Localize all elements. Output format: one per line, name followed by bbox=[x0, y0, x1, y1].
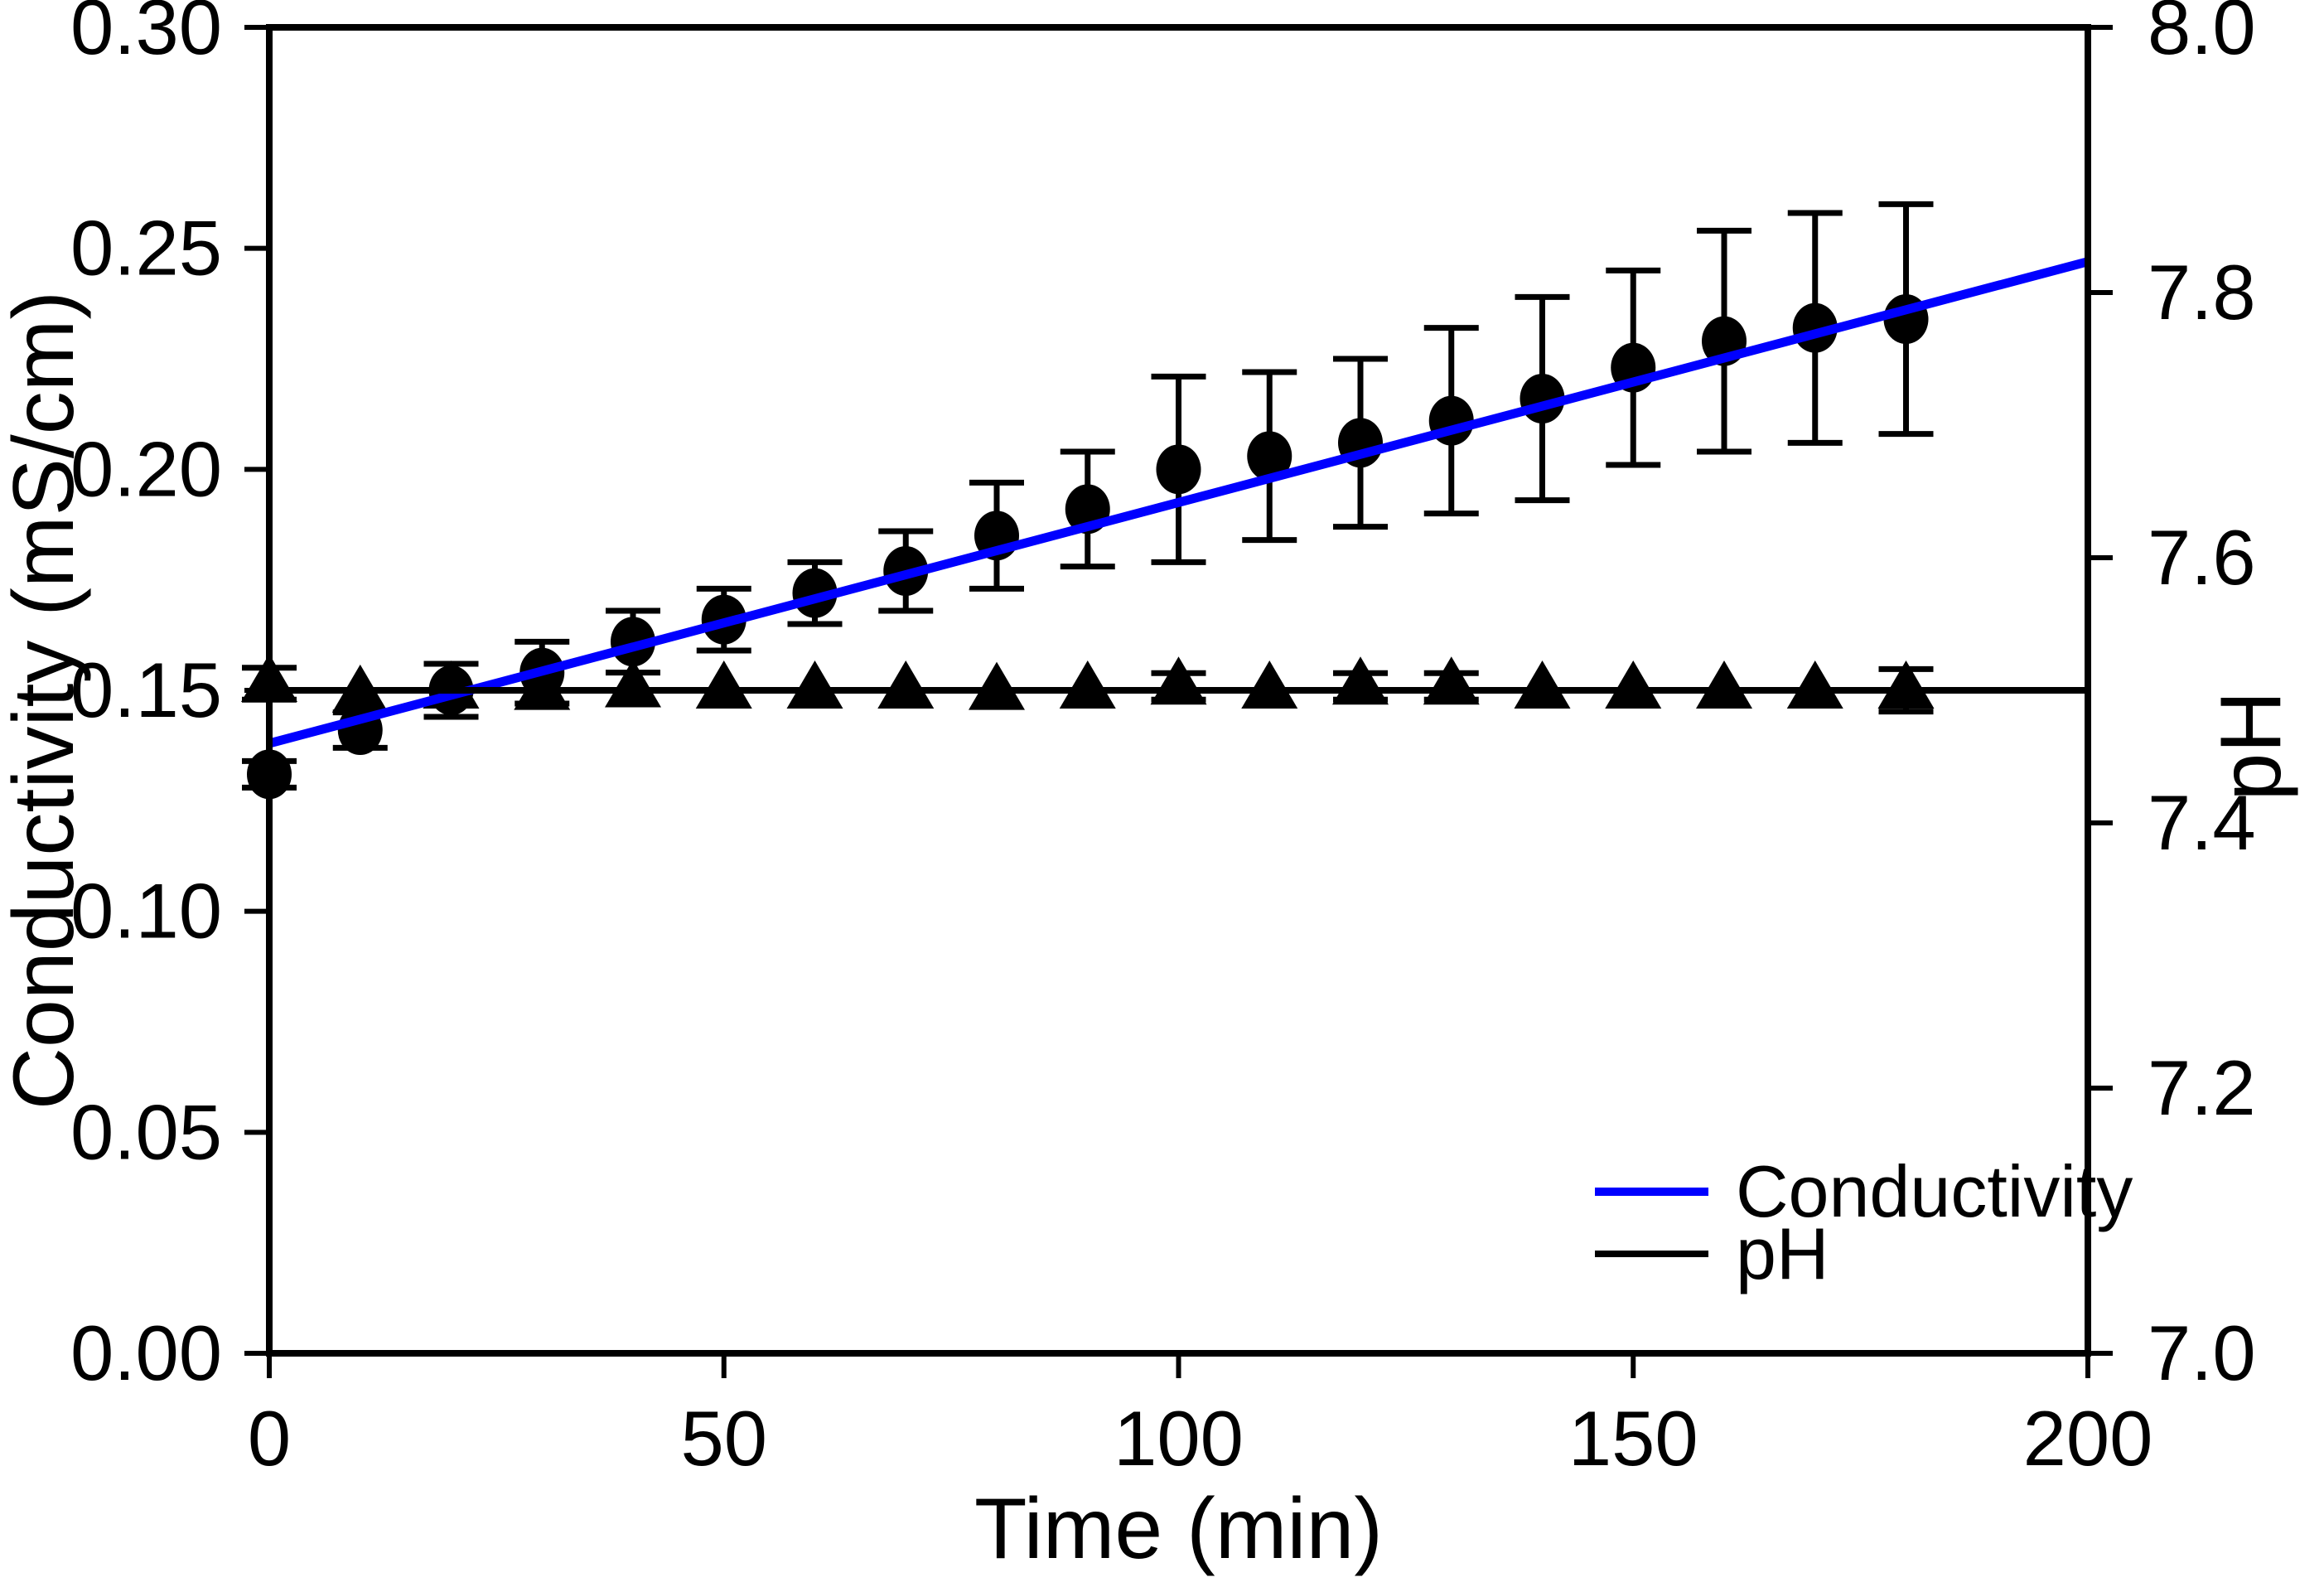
conductivity-point bbox=[1156, 444, 1201, 495]
x-tick-label: 50 bbox=[680, 1395, 767, 1482]
ph-point bbox=[1877, 660, 1935, 709]
x-tick-label: 100 bbox=[1114, 1395, 1244, 1482]
ph-point bbox=[1696, 660, 1752, 709]
y-left-tick-label: 0.00 bbox=[70, 1309, 222, 1396]
ph-point bbox=[1605, 660, 1662, 709]
x-tick-label: 0 bbox=[248, 1395, 291, 1482]
conductivity-point bbox=[1247, 431, 1292, 481]
y-axis-right-title: pH bbox=[2203, 691, 2299, 801]
y-left-tick-label: 0.05 bbox=[70, 1088, 222, 1175]
ph-point bbox=[877, 660, 935, 709]
ph-point bbox=[969, 661, 1025, 710]
y-axis-right: 7.0 7.2 7.4 7.6 7.8 8.0 bbox=[2088, 0, 2256, 1396]
legend-label: Conductivity bbox=[1736, 1150, 2133, 1232]
conductivity-fit-line bbox=[268, 257, 2090, 748]
y-right-tick-label: 7.6 bbox=[2148, 514, 2256, 601]
legend-label: pH bbox=[1736, 1212, 1829, 1294]
ph-point bbox=[695, 660, 752, 709]
ph-point bbox=[1241, 660, 1298, 709]
ph-point bbox=[1150, 656, 1207, 705]
y-axis-left: 0.00 0.05 0.10 0.15 0.20 0.25 0.30 bbox=[70, 0, 269, 1396]
ph-point bbox=[786, 660, 843, 709]
y-left-tick-label: 0.15 bbox=[70, 646, 222, 733]
y-left-tick-label: 0.25 bbox=[70, 205, 222, 292]
y-right-tick-label: 7.0 bbox=[2148, 1309, 2256, 1396]
ph-point bbox=[1423, 656, 1480, 705]
y-right-tick-label: 8.0 bbox=[2148, 0, 2256, 70]
y-axis-left-title: Conductivity (mS/cm) bbox=[0, 291, 92, 1110]
ph-point bbox=[1059, 660, 1116, 709]
y-right-tick-label: 7.2 bbox=[2148, 1044, 2256, 1131]
y-left-tick-label: 0.30 bbox=[70, 0, 222, 70]
y-left-tick-label: 0.20 bbox=[70, 425, 222, 512]
y-right-tick-label: 7.8 bbox=[2148, 249, 2256, 336]
x-axis: 0 50 100 150 200 bbox=[248, 1353, 2153, 1482]
y-right-tick-label: 7.4 bbox=[2148, 779, 2256, 866]
x-tick-label: 200 bbox=[2023, 1395, 2153, 1482]
ph-point bbox=[605, 659, 661, 708]
ph-point bbox=[1514, 660, 1571, 709]
x-axis-title: Time (min) bbox=[974, 1481, 1383, 1577]
ph-point bbox=[514, 661, 571, 710]
y-left-tick-label: 0.10 bbox=[70, 868, 222, 955]
x-tick-label: 150 bbox=[1568, 1395, 1698, 1482]
ph-point bbox=[1786, 660, 1843, 709]
ph-point bbox=[1332, 656, 1389, 705]
